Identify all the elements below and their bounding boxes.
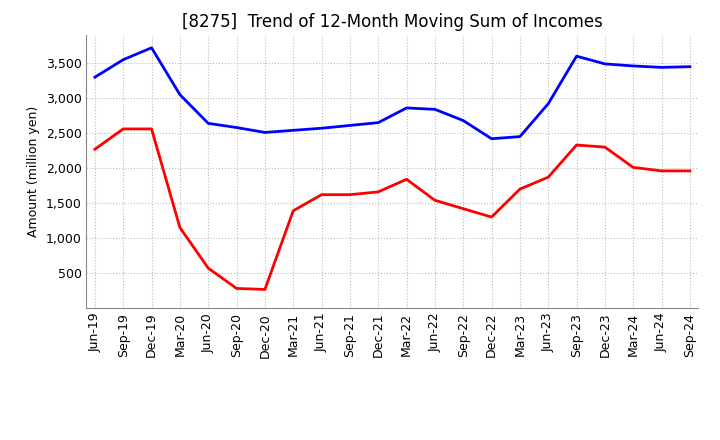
Ordinary Income	[402, 105, 411, 110]
Ordinary Income	[346, 123, 354, 128]
Net Income	[148, 126, 156, 132]
Net Income	[572, 143, 581, 148]
Net Income	[657, 168, 666, 173]
Ordinary Income	[629, 63, 637, 69]
Net Income	[544, 175, 552, 180]
Net Income	[176, 225, 184, 230]
Net Income	[487, 214, 496, 220]
Ordinary Income	[572, 54, 581, 59]
Ordinary Income	[374, 120, 382, 125]
Ordinary Income	[204, 121, 212, 126]
Net Income	[600, 144, 609, 150]
Net Income	[233, 286, 241, 291]
Net Income	[431, 198, 439, 203]
Net Income	[261, 287, 269, 292]
Ordinary Income	[148, 45, 156, 51]
Ordinary Income	[318, 125, 326, 131]
Ordinary Income	[91, 74, 99, 80]
Ordinary Income	[516, 134, 524, 139]
Ordinary Income	[176, 92, 184, 97]
Net Income	[204, 265, 212, 271]
Ordinary Income	[459, 118, 467, 123]
Ordinary Income	[233, 125, 241, 130]
Line: Ordinary Income: Ordinary Income	[95, 48, 690, 139]
Ordinary Income	[261, 130, 269, 135]
Title: [8275]  Trend of 12-Month Moving Sum of Incomes: [8275] Trend of 12-Month Moving Sum of I…	[182, 13, 603, 31]
Ordinary Income	[487, 136, 496, 141]
Net Income	[459, 206, 467, 211]
Ordinary Income	[544, 101, 552, 106]
Net Income	[374, 189, 382, 194]
Ordinary Income	[600, 61, 609, 66]
Net Income	[289, 208, 297, 213]
Line: Net Income: Net Income	[95, 129, 690, 290]
Net Income	[402, 176, 411, 182]
Net Income	[685, 168, 694, 173]
Net Income	[346, 192, 354, 197]
Ordinary Income	[289, 128, 297, 133]
Ordinary Income	[119, 57, 127, 62]
Ordinary Income	[685, 64, 694, 70]
Net Income	[91, 147, 99, 152]
Net Income	[119, 126, 127, 132]
Net Income	[318, 192, 326, 197]
Y-axis label: Amount (million yen): Amount (million yen)	[27, 106, 40, 237]
Ordinary Income	[657, 65, 666, 70]
Ordinary Income	[431, 107, 439, 112]
Net Income	[629, 165, 637, 170]
Net Income	[516, 187, 524, 192]
